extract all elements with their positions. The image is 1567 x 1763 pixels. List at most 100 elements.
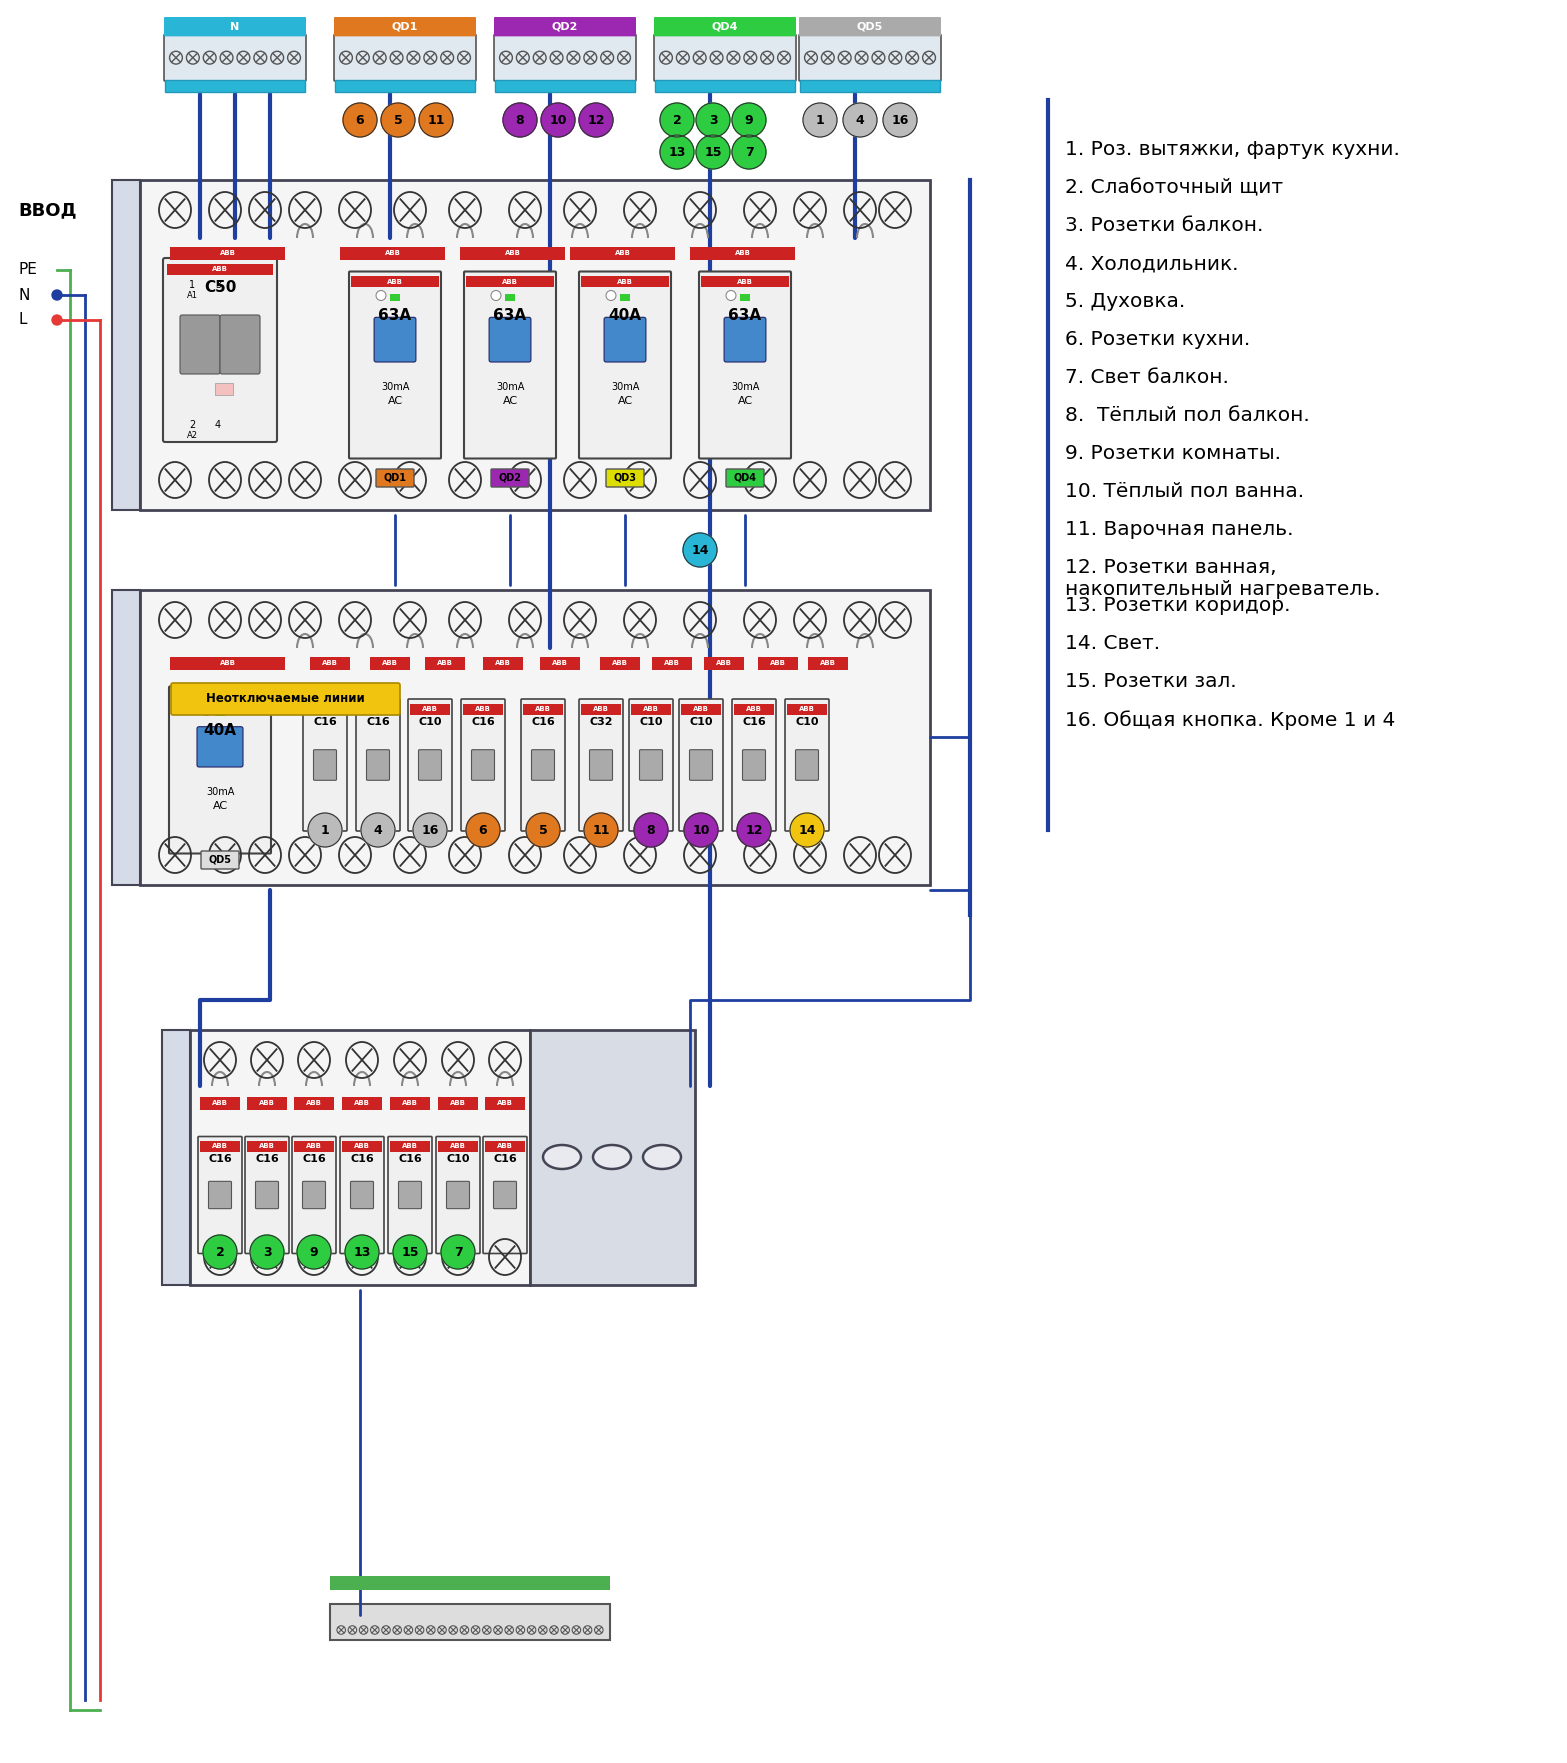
FancyBboxPatch shape	[219, 316, 260, 374]
Bar	[111, 591, 139, 885]
Text: 15: 15	[704, 146, 722, 159]
Text: ABB: ABB	[736, 279, 752, 284]
Text: 16: 16	[422, 823, 439, 836]
Bar	[111, 180, 139, 510]
Text: 9. Розетки комнаты.: 9. Розетки комнаты.	[1066, 444, 1280, 464]
Ellipse shape	[642, 1144, 682, 1169]
Text: ABB: ABB	[614, 250, 630, 256]
Bar	[201, 1141, 240, 1151]
Bar	[581, 703, 621, 714]
Bar	[139, 180, 929, 510]
Text: QD1: QD1	[384, 472, 406, 483]
Bar	[733, 703, 774, 714]
Circle shape	[736, 813, 771, 846]
FancyBboxPatch shape	[799, 33, 942, 81]
Circle shape	[251, 1236, 284, 1269]
Text: 3: 3	[263, 1245, 271, 1259]
Text: AC: AC	[387, 397, 403, 405]
FancyBboxPatch shape	[653, 33, 796, 81]
Circle shape	[204, 1236, 237, 1269]
Text: 5. Духовка.: 5. Духовка.	[1066, 293, 1185, 310]
Text: QD4: QD4	[711, 21, 738, 32]
Text: 16. Общая кнопка. Кроме 1 и 4: 16. Общая кнопка. Кроме 1 и 4	[1066, 710, 1395, 730]
FancyBboxPatch shape	[785, 698, 829, 830]
Bar	[390, 1141, 429, 1151]
Text: 30mA: 30mA	[611, 383, 639, 391]
Text: QD1: QD1	[392, 21, 418, 32]
Text: накопительный нагреватель.: накопительный нагреватель.	[1066, 580, 1381, 599]
Text: 4: 4	[215, 420, 221, 430]
Text: ABB: ABB	[306, 1100, 321, 1105]
Bar	[190, 1030, 530, 1285]
Text: 3. Розетки балкон.: 3. Розетки балкон.	[1066, 217, 1263, 234]
Text: ABB: ABB	[387, 279, 403, 284]
FancyBboxPatch shape	[255, 1181, 279, 1209]
Circle shape	[309, 813, 342, 846]
FancyBboxPatch shape	[367, 749, 390, 781]
Text: ABB: ABB	[259, 1144, 274, 1149]
Text: ABB: ABB	[354, 1144, 370, 1149]
Text: ABB: ABB	[534, 705, 552, 712]
Text: 10. Тёплый пол ванна.: 10. Тёплый пол ванна.	[1066, 481, 1304, 501]
Text: 1. Роз. вытяжки, фартук кухни.: 1. Роз. вытяжки, фартук кухни.	[1066, 139, 1399, 159]
Text: 6: 6	[478, 823, 487, 836]
Circle shape	[201, 705, 212, 716]
Text: AC: AC	[213, 800, 227, 811]
Text: 11. Варочная панель.: 11. Варочная панель.	[1066, 520, 1293, 539]
Bar	[340, 247, 445, 259]
Text: 10: 10	[693, 823, 710, 836]
Text: 63A: 63A	[379, 309, 412, 323]
Circle shape	[685, 813, 718, 846]
FancyBboxPatch shape	[679, 698, 722, 830]
Text: 11: 11	[592, 823, 610, 836]
Text: L: L	[17, 312, 27, 328]
Circle shape	[732, 102, 766, 138]
Circle shape	[790, 813, 824, 846]
Bar	[306, 703, 345, 714]
Circle shape	[381, 102, 415, 138]
Bar	[541, 656, 580, 670]
Circle shape	[696, 136, 730, 169]
FancyBboxPatch shape	[171, 682, 400, 716]
Circle shape	[414, 813, 447, 846]
Bar	[351, 277, 439, 287]
FancyBboxPatch shape	[472, 749, 495, 781]
Bar	[215, 383, 233, 395]
Text: 2: 2	[190, 420, 196, 430]
Text: 15. Розетки зал.: 15. Розетки зал.	[1066, 672, 1236, 691]
Bar	[295, 1141, 334, 1151]
Text: ВВОД: ВВОД	[17, 201, 77, 219]
FancyBboxPatch shape	[724, 317, 766, 361]
Text: 8.  Тёплый пол балкон.: 8. Тёплый пол балкон.	[1066, 405, 1310, 425]
Text: ABB: ABB	[219, 659, 235, 666]
FancyBboxPatch shape	[447, 1181, 470, 1209]
Circle shape	[584, 813, 617, 846]
FancyBboxPatch shape	[461, 698, 505, 830]
Text: C10: C10	[689, 718, 713, 726]
Text: 6. Розетки кухни.: 6. Розетки кухни.	[1066, 330, 1250, 349]
Text: 7: 7	[744, 146, 754, 159]
Text: QD2: QD2	[552, 21, 578, 32]
FancyBboxPatch shape	[578, 272, 671, 458]
Text: C10: C10	[794, 718, 818, 726]
Text: ABB: ABB	[384, 250, 401, 256]
FancyBboxPatch shape	[606, 469, 644, 487]
Text: ABB: ABB	[403, 1100, 418, 1105]
FancyBboxPatch shape	[578, 698, 624, 830]
FancyBboxPatch shape	[208, 1181, 232, 1209]
Text: 30mA: 30mA	[205, 786, 233, 797]
Bar	[758, 656, 798, 670]
Text: 13. Розетки коридор.: 13. Розетки коридор.	[1066, 596, 1291, 615]
FancyBboxPatch shape	[291, 1137, 335, 1253]
FancyBboxPatch shape	[494, 33, 636, 81]
FancyBboxPatch shape	[520, 698, 566, 830]
Bar	[809, 656, 848, 670]
Bar	[331, 1576, 610, 1590]
Text: ABB: ABB	[497, 1144, 512, 1149]
FancyBboxPatch shape	[351, 1181, 373, 1209]
FancyBboxPatch shape	[197, 1137, 241, 1253]
FancyBboxPatch shape	[180, 316, 219, 374]
Circle shape	[606, 291, 616, 300]
Text: ABB: ABB	[642, 705, 660, 712]
Circle shape	[418, 102, 453, 138]
